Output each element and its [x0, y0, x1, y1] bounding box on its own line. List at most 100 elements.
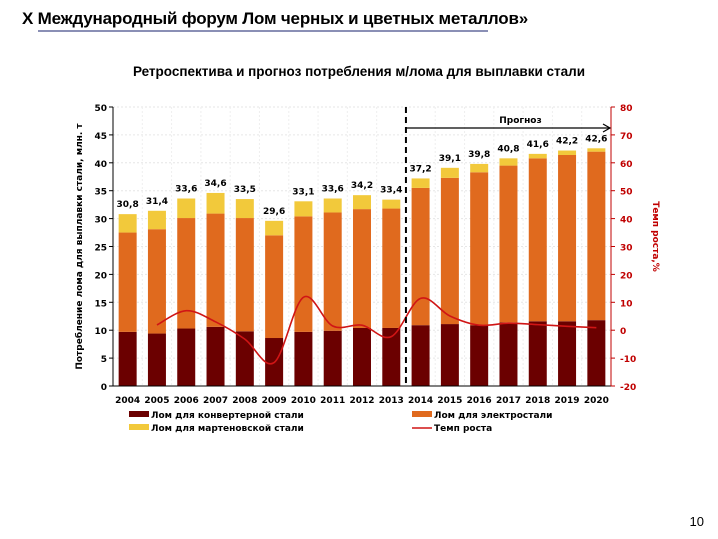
- title-divider: [38, 30, 488, 32]
- bar-open-hearth: [118, 214, 137, 233]
- y-tick-label: 25: [94, 244, 107, 254]
- y-tick-label: 50: [94, 104, 107, 114]
- total-label: 30,8: [117, 200, 139, 210]
- bar-open-hearth: [499, 158, 518, 166]
- y2-axis-title: Темп роста,%: [650, 201, 660, 272]
- bar-converter: [558, 321, 577, 386]
- bar-electric: [558, 154, 577, 322]
- total-label: 37,2: [409, 164, 431, 174]
- bar-converter: [294, 331, 313, 386]
- bar-open-hearth: [528, 153, 547, 159]
- bar-open-hearth: [235, 199, 254, 219]
- x-tick-label: 2007: [203, 396, 228, 406]
- bar-electric: [265, 235, 284, 339]
- x-tick-label: 2019: [555, 396, 580, 406]
- bar-electric: [587, 151, 606, 321]
- total-label: 33,6: [322, 185, 344, 195]
- bar-electric: [440, 177, 459, 325]
- x-tick-label: 2010: [291, 396, 316, 406]
- bar-electric: [206, 213, 225, 327]
- y2-tick-label: 60: [620, 160, 633, 170]
- bar-open-hearth: [147, 210, 166, 230]
- bar-open-hearth: [265, 220, 284, 236]
- bar-electric: [323, 212, 342, 331]
- bar-open-hearth: [470, 163, 489, 173]
- bar-open-hearth: [382, 199, 401, 209]
- total-label: 41,6: [527, 140, 549, 150]
- bar-converter: [353, 327, 371, 386]
- y-tick-label: 30: [94, 216, 107, 226]
- x-tick-label: 2008: [232, 396, 257, 406]
- total-label: 42,2: [556, 137, 578, 147]
- bar-open-hearth: [411, 178, 430, 188]
- x-tick-label: 2011: [320, 396, 345, 406]
- bar-converter: [147, 333, 166, 386]
- bar-converter: [470, 325, 489, 386]
- x-tick-label: 2015: [437, 396, 462, 406]
- total-label: 29,6: [263, 207, 285, 217]
- total-label: 34,2: [351, 181, 373, 191]
- x-tick-label: 2014: [408, 396, 433, 406]
- x-tick-label: 2009: [262, 396, 287, 406]
- y2-tick-label: 30: [620, 244, 633, 254]
- bar-converter: [411, 325, 430, 386]
- bar-electric: [353, 209, 371, 328]
- legend-swatch: [129, 411, 149, 417]
- y-tick-label: 45: [94, 132, 107, 142]
- y2-tick-label: 50: [620, 188, 633, 198]
- y2-tick-label: -10: [620, 355, 636, 365]
- y-tick-label: 35: [94, 188, 107, 198]
- x-tick-label: 2006: [174, 396, 199, 406]
- bar-open-hearth: [294, 201, 313, 217]
- y2-tick-label: 0: [620, 327, 626, 337]
- x-tick-label: 2005: [144, 396, 169, 406]
- legend-label: Лом для мартеновской стали: [151, 424, 304, 434]
- bar-electric: [118, 232, 137, 332]
- total-label: 33,6: [175, 185, 197, 195]
- bar-electric: [499, 165, 518, 323]
- x-tick-label: 2016: [467, 396, 492, 406]
- y-tick-label: 15: [94, 299, 107, 309]
- y2-tick-label: -20: [620, 383, 636, 393]
- x-tick-label: 2017: [496, 396, 521, 406]
- bar-converter: [440, 324, 459, 386]
- legend-label: Лом для конвертерной стали: [151, 411, 304, 421]
- y2-tick-label: 80: [620, 104, 633, 114]
- bar-converter: [528, 321, 547, 386]
- total-label: 33,4: [380, 186, 402, 196]
- bar-electric: [235, 218, 254, 332]
- x-tick-label: 2018: [525, 396, 550, 406]
- bar-converter: [206, 326, 225, 386]
- total-label: 40,8: [497, 144, 519, 154]
- bar-open-hearth: [440, 167, 459, 178]
- bar-converter: [118, 331, 137, 386]
- bar-electric: [294, 216, 313, 332]
- bar-open-hearth: [353, 195, 371, 210]
- y-tick-label: 40: [94, 160, 107, 170]
- slide-title: X Международный форум Лом черных и цветн…: [22, 9, 528, 28]
- bar-open-hearth: [323, 198, 342, 213]
- y2-tick-label: 70: [620, 132, 633, 142]
- x-tick-label: 2004: [115, 396, 140, 406]
- y-tick-label: 0: [101, 383, 107, 393]
- total-label: 31,4: [146, 197, 168, 207]
- legend-swatch: [412, 411, 432, 417]
- bar-converter: [587, 320, 606, 386]
- legend-swatch: [129, 424, 149, 430]
- y2-tick-label: 10: [620, 299, 633, 309]
- growth-rate-line: [156, 295, 597, 365]
- arrow-head-icon: [602, 123, 612, 133]
- x-tick-label: 2013: [379, 396, 404, 406]
- bar-converter: [235, 331, 254, 386]
- total-label: 39,8: [468, 150, 490, 160]
- total-label: 33,5: [234, 185, 256, 195]
- bar-open-hearth: [206, 192, 225, 214]
- total-label: 33,1: [292, 187, 314, 197]
- bar-electric: [528, 158, 547, 322]
- bar-converter: [499, 322, 518, 386]
- bar-converter: [323, 330, 342, 386]
- bar-electric: [177, 218, 196, 329]
- page-number: 10: [689, 514, 704, 529]
- x-tick-label: 2012: [349, 396, 374, 406]
